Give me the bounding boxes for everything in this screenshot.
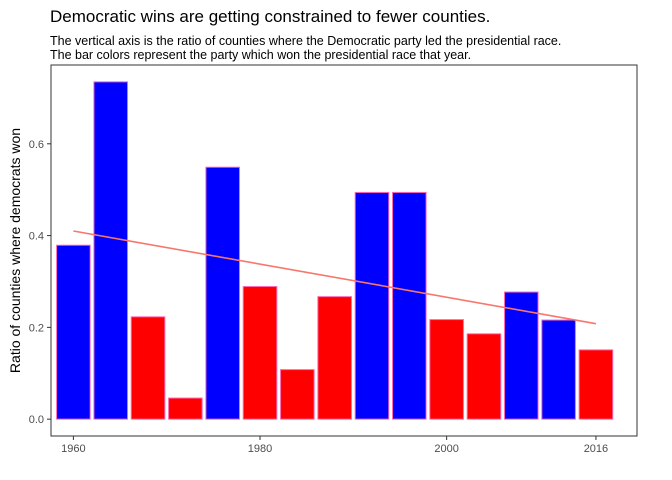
chart-title: Democratic wins are getting constrained …: [50, 7, 491, 26]
bar-2012: [541, 319, 576, 420]
bar-1996: [392, 191, 427, 420]
bars-group: [56, 81, 614, 420]
bar-1968: [130, 316, 166, 420]
x-axis: 1960 1980 2000 2016: [61, 436, 608, 455]
bar-1976: [205, 166, 240, 420]
y-tick-label-2: 0.4: [29, 231, 44, 243]
trend-group: [73, 230, 597, 325]
y-tick-label-0: 0.0: [29, 414, 44, 426]
bar-1972: [168, 397, 203, 420]
bar-1980: [242, 286, 278, 420]
bar-1964: [93, 81, 129, 420]
bar-1984: [280, 369, 315, 420]
bar-2004: [466, 333, 502, 420]
y-tick-label-3: 0.6: [29, 139, 44, 151]
y-axis: 0.0 0.2 0.4 0.6: [29, 139, 51, 426]
x-tick-label-1960: 1960: [61, 443, 85, 455]
bar-1992: [354, 191, 390, 420]
bar-1960: [56, 244, 91, 420]
y-axis-title: Ratio of counties where democrats won: [7, 128, 23, 373]
subtitle-line-2: The bar colors represent the party which…: [50, 48, 472, 62]
x-tick-label-1980: 1980: [248, 443, 272, 455]
bar-2000: [429, 319, 464, 420]
x-tick-label-2000: 2000: [434, 443, 458, 455]
bar-1988: [317, 296, 352, 420]
subtitle-line-1: The vertical axis is the ratio of counti…: [50, 34, 562, 48]
panel-border: [50, 64, 638, 437]
x-tick-label-2016: 2016: [584, 443, 608, 455]
trend-line: [73, 230, 597, 325]
y-tick-label-1: 0.2: [29, 322, 44, 334]
chart-subtitle: The vertical axis is the ratio of counti…: [50, 34, 561, 62]
bar-2016: [578, 349, 614, 420]
